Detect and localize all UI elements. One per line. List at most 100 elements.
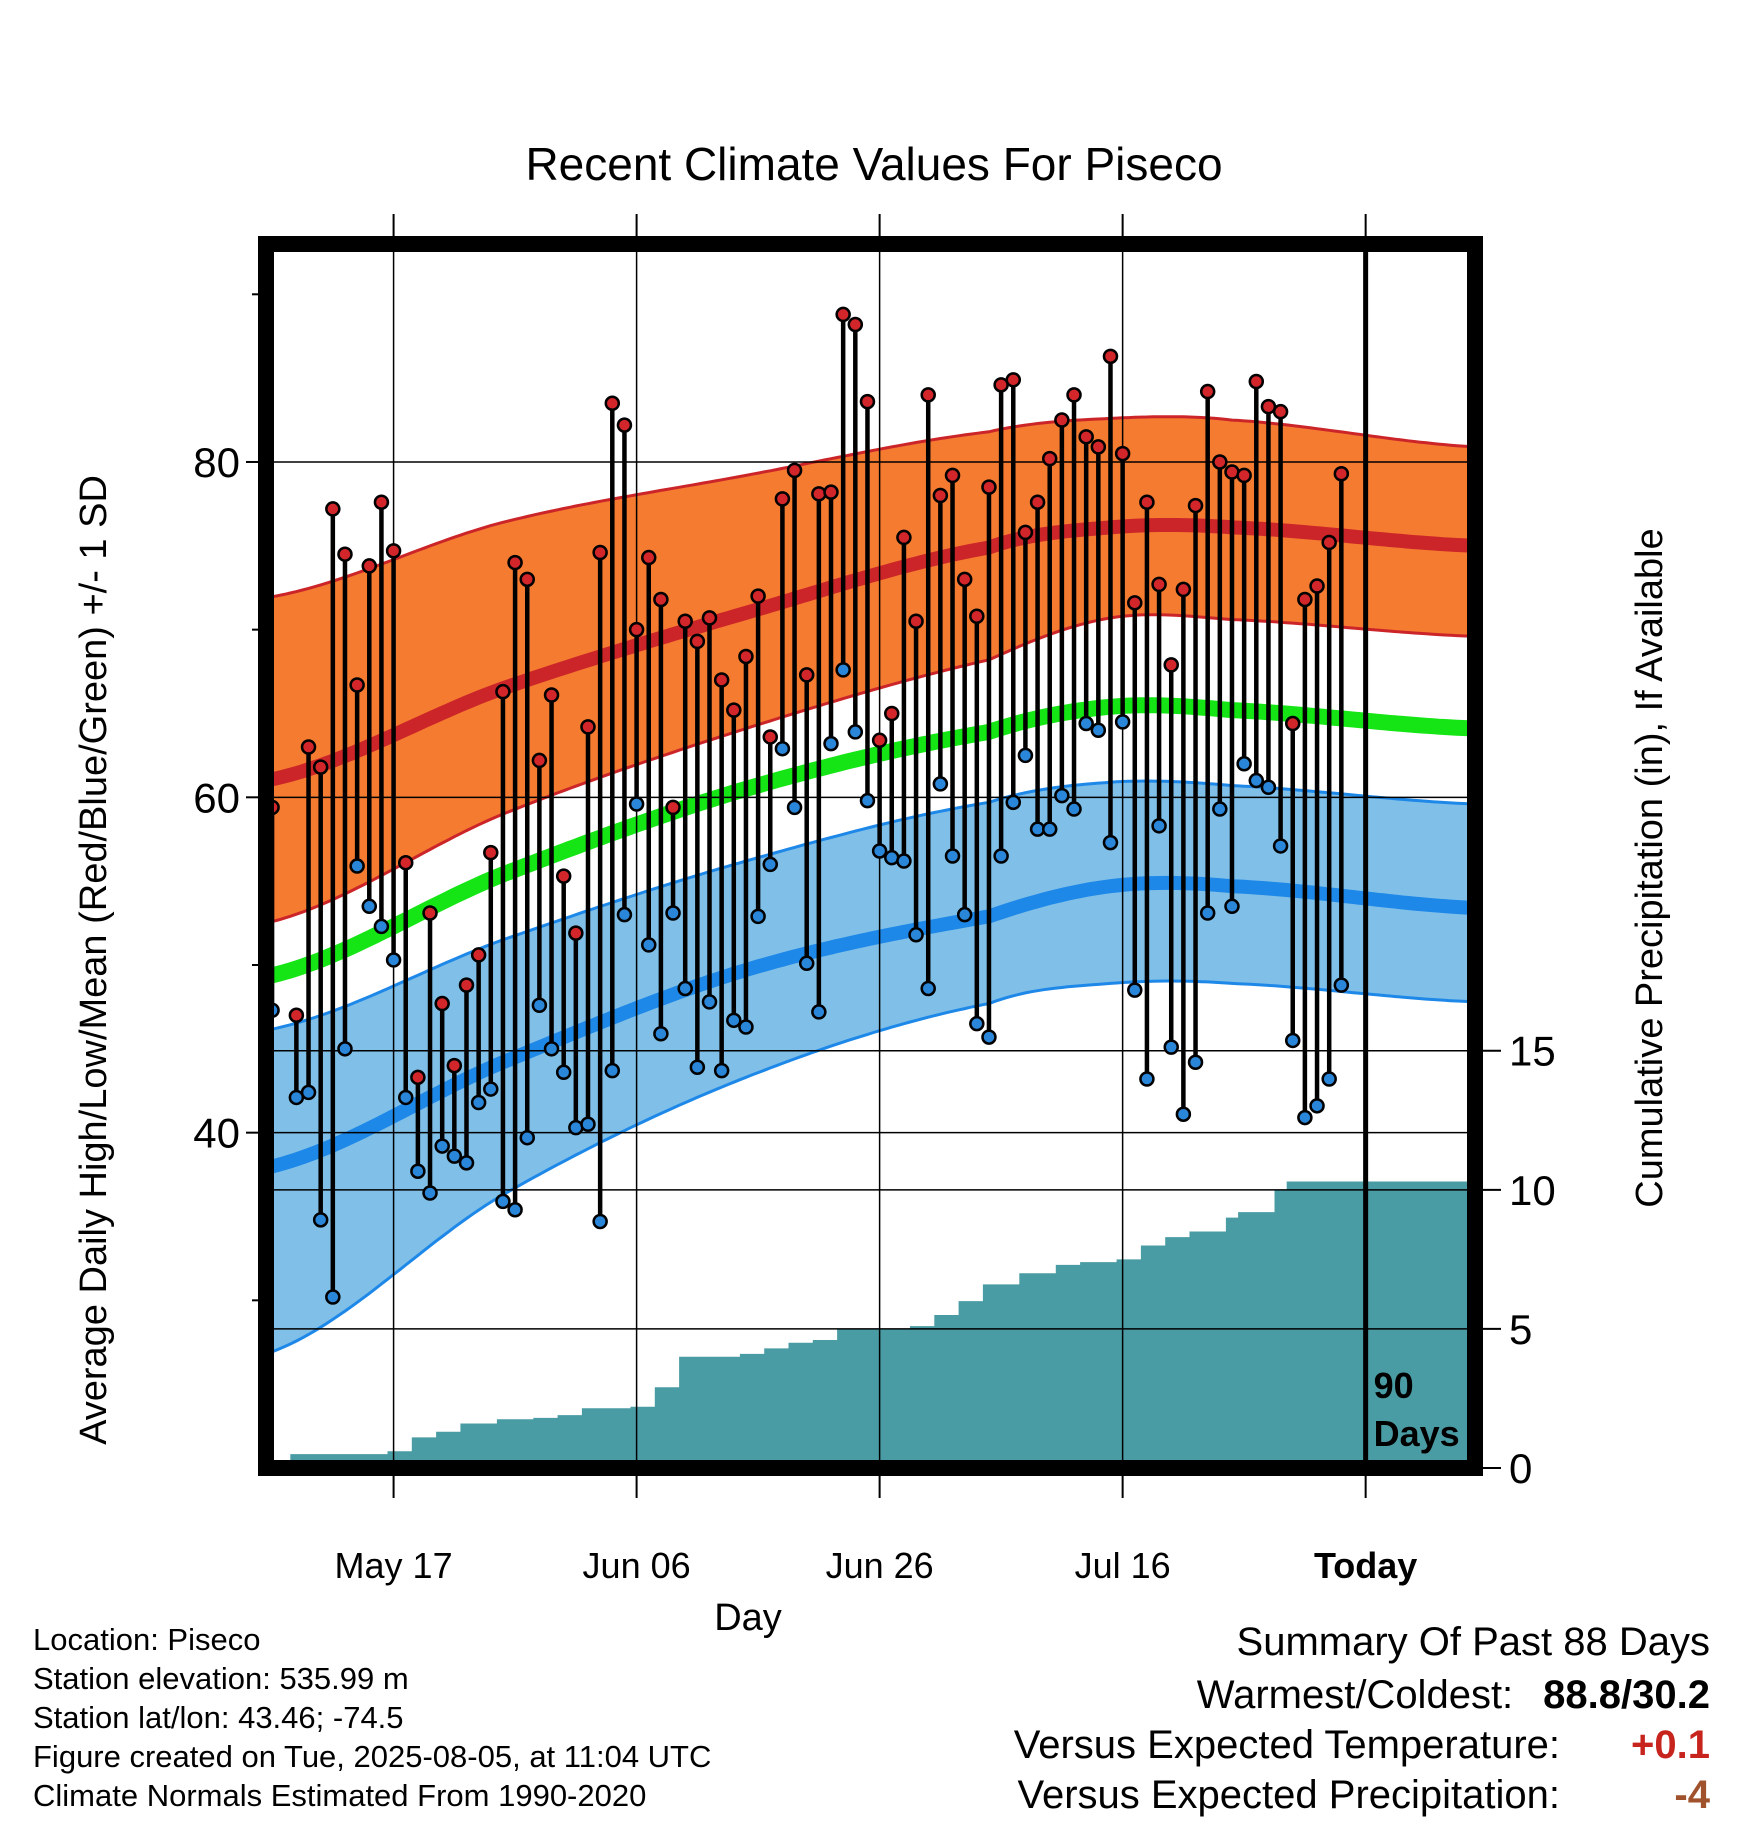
high-point — [568, 925, 584, 941]
high-point — [337, 546, 353, 562]
low-point — [750, 908, 766, 925]
low-point — [640, 937, 657, 953]
low-point — [592, 1213, 608, 1230]
low-point — [701, 994, 718, 1010]
low-point — [397, 1089, 414, 1106]
high-point — [1005, 372, 1022, 388]
station-info: Location: Piseco Station elevation: 535.… — [33, 1620, 711, 1815]
high-lower-edge — [266, 613, 1475, 925]
high-point — [1139, 494, 1155, 510]
high-point — [713, 672, 730, 688]
location-text: Location: Piseco — [33, 1622, 261, 1657]
low-point — [1175, 1106, 1192, 1122]
high-point — [1187, 497, 1204, 514]
high-point — [410, 1069, 426, 1086]
low-point — [555, 1064, 572, 1081]
high-point — [312, 759, 329, 775]
high-point — [944, 467, 961, 484]
low-point — [847, 724, 864, 740]
x-axis-label: Day — [714, 1597, 782, 1639]
high-point — [300, 739, 317, 755]
high-point — [653, 591, 669, 608]
high-point — [1102, 348, 1119, 365]
precip-area — [266, 1181, 1475, 1468]
y2-axis-label: Cumulative Precipitation (in), If Availa… — [1629, 528, 1671, 1207]
y2-tick-label: 0 — [1509, 1445, 1532, 1492]
low-point — [604, 1062, 621, 1079]
low-point — [337, 1041, 353, 1057]
low-point — [677, 980, 693, 997]
low-point — [1321, 1071, 1337, 1087]
low-point — [871, 843, 888, 859]
high-point — [677, 613, 693, 630]
low-point — [738, 1019, 754, 1035]
high-point — [1041, 450, 1058, 467]
y-axis-label: Average Daily High/Low/Mean (Red/Blue/Gr… — [73, 475, 115, 1445]
low-point — [1041, 821, 1058, 837]
low-point — [713, 1062, 730, 1079]
high-point — [750, 588, 766, 604]
high-point — [1297, 591, 1313, 608]
high-point — [969, 608, 985, 624]
low-point — [1187, 1054, 1204, 1070]
y-tick-label: 40 — [193, 1110, 240, 1157]
high-point — [1248, 373, 1265, 390]
warmest-value: 88.8/30.2 — [1543, 1673, 1710, 1717]
today-days-word: Days — [1374, 1413, 1460, 1454]
low-point — [312, 1212, 329, 1228]
low-point — [325, 1289, 341, 1305]
low-point — [835, 662, 851, 678]
expected-precip-row: Versus Expected Precipitation: -4 — [1014, 1770, 1710, 1820]
x-tick-label: May 17 — [335, 1545, 453, 1586]
high-point — [422, 905, 438, 921]
low-point — [361, 898, 378, 915]
low-point — [689, 1059, 706, 1076]
low-point — [531, 997, 548, 1013]
high-point — [1090, 439, 1107, 455]
low-point — [483, 1081, 499, 1097]
low-point — [1347, 0, 1360, 7]
high-point — [1236, 467, 1252, 484]
high-point — [1114, 445, 1131, 462]
low-point — [786, 799, 803, 816]
high-point — [580, 719, 596, 735]
high-point — [823, 484, 839, 500]
high-point — [1212, 454, 1228, 470]
high-mean-line — [266, 518, 1475, 788]
high-point — [847, 316, 864, 333]
warmest-coldest-row: Warmest/Coldest: 88.8/30.2 — [1014, 1670, 1710, 1720]
high-point — [1151, 576, 1167, 593]
low-point — [1054, 787, 1070, 804]
x-tick-label: Jul 16 — [1075, 1545, 1171, 1586]
low-point — [896, 853, 912, 869]
high-point — [640, 549, 657, 566]
high-point — [932, 487, 949, 504]
low-point — [422, 1185, 438, 1201]
low-point — [1284, 1032, 1301, 1049]
low-point — [1309, 1098, 1325, 1114]
y-tick-label: 80 — [193, 439, 240, 486]
low-point — [1212, 801, 1228, 817]
high-upper-edge — [266, 415, 1475, 600]
low-point — [543, 1041, 560, 1057]
high-point — [1066, 387, 1082, 403]
low-point — [434, 1138, 450, 1154]
y2-tick-label: 5 — [1509, 1306, 1532, 1353]
low-point — [774, 740, 791, 757]
high-point — [616, 417, 633, 433]
high-point — [1284, 715, 1301, 732]
low-point — [1066, 801, 1082, 817]
low-point — [1163, 1039, 1179, 1055]
plot-frame — [258, 236, 1483, 1476]
low-point — [1017, 747, 1034, 764]
high-point — [1347, 0, 1360, 7]
high-point — [604, 395, 621, 412]
expected-precip-value: -4 — [1674, 1773, 1710, 1817]
high-normal-band — [266, 416, 1475, 924]
normals-text: Climate Normals Estimated From 1990-2020 — [33, 1778, 647, 1813]
y2-tick-label: 10 — [1509, 1167, 1556, 1214]
low-point — [1078, 715, 1094, 732]
high-point — [446, 1057, 463, 1074]
high-point — [495, 683, 511, 700]
low-point — [969, 1015, 985, 1032]
